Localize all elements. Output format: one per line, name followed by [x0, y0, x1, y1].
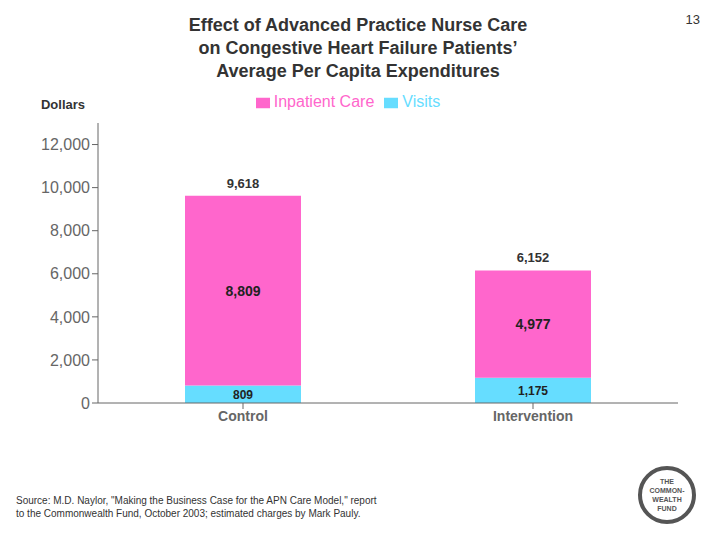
- svg-text:4,000: 4,000: [50, 309, 90, 326]
- svg-text:6,152: 6,152: [517, 250, 550, 265]
- html-text:Visits: Visits: [402, 93, 441, 110]
- svg-text:Control: Control: [218, 408, 268, 424]
- svg-text:1,175: 1,175: [518, 384, 548, 398]
- html-text:Average Per Capita Expenditure: Average Per Capita Expenditures: [216, 61, 500, 81]
- html-text:Effect of Advanced Practice Nu: Effect of Advanced Practice Nurse Care: [188, 15, 528, 35]
- svg-text:8,000: 8,000: [50, 222, 90, 239]
- html-text:Source: M.D. Naylor, "Making t: Source: M.D. Naylor, "Making the Busines…: [16, 495, 377, 506]
- svg-text:4,977: 4,977: [515, 316, 550, 332]
- html-text:to the Commonwealth Fund, Octo: to the Commonwealth Fund, October 2003; …: [16, 508, 361, 519]
- html-text:13: 13: [685, 12, 700, 27]
- html-text:THE: THE: [660, 478, 674, 485]
- html-text:WEALTH: WEALTH: [652, 496, 682, 503]
- svg-text:809: 809: [233, 388, 253, 402]
- html-text:on Congestive Heart Failure Pa: on Congestive Heart Failure Patients’: [198, 38, 518, 58]
- svg-text:6,000: 6,000: [50, 265, 90, 282]
- svg-text:2,000: 2,000: [50, 352, 90, 369]
- svg-text:Intervention: Intervention: [493, 408, 573, 424]
- svg-text:0: 0: [81, 395, 90, 412]
- html-text:Inpatient Care: Inpatient Care: [273, 93, 375, 110]
- svg-text:Dollars: Dollars: [41, 97, 85, 112]
- svg-text:9,618: 9,618: [227, 176, 260, 191]
- html-text:COMMON-: COMMON-: [649, 487, 685, 494]
- svg-text:12,000: 12,000: [41, 136, 90, 153]
- svg-text:10,000: 10,000: [41, 179, 90, 196]
- svg-text:8,809: 8,809: [225, 283, 260, 299]
- html-text:FUND: FUND: [657, 505, 677, 512]
